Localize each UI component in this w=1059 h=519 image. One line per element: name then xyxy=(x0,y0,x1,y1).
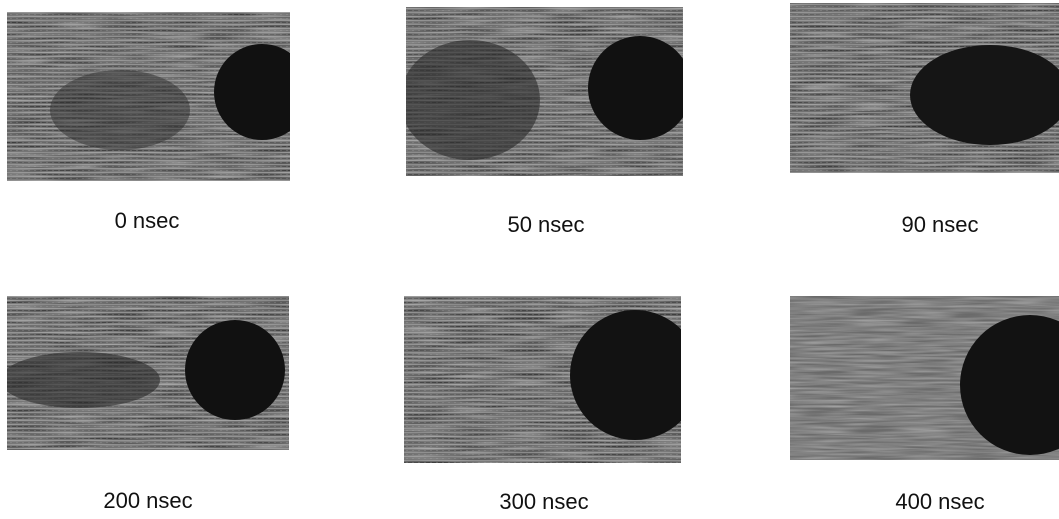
image-panel xyxy=(7,12,310,181)
image-panel xyxy=(400,7,692,176)
image-panel xyxy=(790,296,1059,460)
caption: 200 nsec xyxy=(103,488,192,513)
caption: 90 nsec xyxy=(901,212,978,237)
figure: 0 nsec 50 nsec 90 nsec 200 nsec 300 nsec… xyxy=(0,0,1059,519)
caption: 300 nsec xyxy=(499,489,588,514)
caption: 400 nsec xyxy=(895,489,984,514)
image-panel xyxy=(0,296,289,450)
image-panel xyxy=(790,3,1059,173)
caption: 50 nsec xyxy=(507,212,584,237)
image-panel xyxy=(404,296,700,463)
caption: 0 nsec xyxy=(115,208,180,233)
